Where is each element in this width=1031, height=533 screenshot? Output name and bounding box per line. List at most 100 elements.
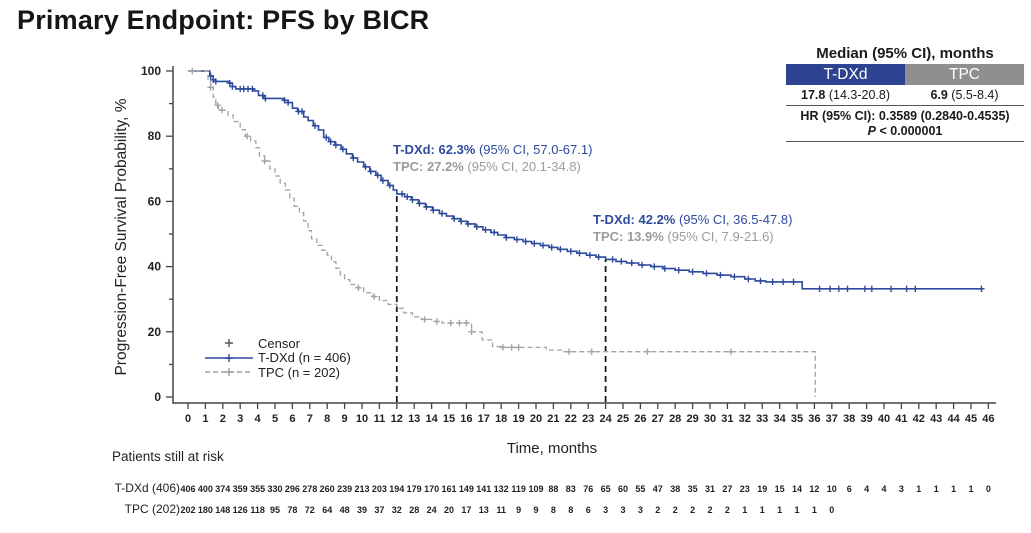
svg-text:203: 203 — [372, 484, 387, 494]
legend-label-tpc: TPC (n = 202) — [258, 364, 341, 380]
censor-plus-icon — [225, 339, 233, 348]
svg-text:46: 46 — [982, 413, 994, 425]
svg-text:14: 14 — [425, 413, 438, 425]
svg-text:3: 3 — [899, 484, 904, 494]
svg-text:330: 330 — [267, 484, 282, 494]
svg-text:19: 19 — [757, 484, 767, 494]
svg-text:34: 34 — [773, 413, 786, 425]
legend-item-censor: Censor — [203, 336, 351, 351]
svg-text:374: 374 — [215, 484, 230, 494]
svg-text:60: 60 — [148, 194, 162, 208]
svg-text:1: 1 — [916, 484, 921, 494]
svg-text:18: 18 — [495, 413, 507, 425]
svg-text:40: 40 — [148, 260, 162, 274]
svg-text:20: 20 — [444, 505, 454, 515]
svg-text:12: 12 — [809, 484, 819, 494]
svg-text:21: 21 — [547, 413, 559, 425]
svg-text:0: 0 — [185, 413, 191, 425]
svg-text:40: 40 — [878, 413, 890, 425]
svg-text:88: 88 — [548, 484, 558, 494]
svg-text:37: 37 — [374, 505, 384, 515]
svg-text:7: 7 — [307, 413, 313, 425]
stats-value-tpc: 6.9 (5.5-8.4) — [930, 88, 999, 102]
legend-item-tpc: TPC (n = 202) — [203, 365, 351, 380]
y-axis-label: Progression-Free Survival Probability, % — [113, 98, 130, 376]
at-risk-row-label-tpc: TPC (202) — [125, 502, 180, 516]
y-axis-ticks: 0 20 40 60 80 100 — [141, 64, 173, 404]
svg-text:170: 170 — [424, 484, 439, 494]
svg-text:179: 179 — [407, 484, 422, 494]
svg-text:2: 2 — [690, 505, 695, 515]
svg-text:11: 11 — [374, 413, 386, 425]
svg-text:148: 148 — [215, 505, 230, 515]
svg-text:76: 76 — [583, 484, 593, 494]
svg-text:10: 10 — [356, 413, 368, 425]
svg-text:260: 260 — [320, 484, 335, 494]
svg-text:37: 37 — [826, 413, 838, 425]
svg-text:1: 1 — [760, 505, 765, 515]
svg-text:80: 80 — [148, 129, 162, 143]
svg-text:141: 141 — [476, 484, 491, 494]
stats-col-tdxd: T-DXd — [786, 64, 905, 85]
svg-text:6: 6 — [847, 484, 852, 494]
svg-text:14: 14 — [792, 484, 802, 494]
annotation-12mo-tpc: TPC: 27.2% (95% CI, 20.1-34.8) — [393, 158, 581, 174]
svg-text:32: 32 — [392, 505, 402, 515]
svg-text:1: 1 — [934, 484, 939, 494]
svg-text:0: 0 — [154, 390, 161, 404]
svg-text:12: 12 — [391, 413, 403, 425]
svg-text:1: 1 — [742, 505, 747, 515]
svg-text:3: 3 — [237, 413, 243, 425]
stats-table-value-row: 17.8 (14.3-20.8) 6.9 (5.5-8.4) — [786, 85, 1024, 106]
svg-text:13: 13 — [408, 413, 420, 425]
svg-text:35: 35 — [791, 413, 803, 425]
svg-text:2: 2 — [655, 505, 660, 515]
svg-text:6: 6 — [586, 505, 591, 515]
svg-text:1: 1 — [812, 505, 817, 515]
axes — [172, 66, 996, 404]
svg-text:78: 78 — [287, 505, 297, 515]
svg-text:278: 278 — [302, 484, 317, 494]
svg-text:2: 2 — [220, 413, 226, 425]
series-tdxd — [188, 70, 985, 292]
svg-text:31: 31 — [721, 413, 733, 425]
svg-text:19: 19 — [512, 413, 524, 425]
svg-text:149: 149 — [459, 484, 474, 494]
svg-text:126: 126 — [233, 505, 248, 515]
annotation-12mo-tdxd: T-DXd: 62.3% (95% CI, 57.0-67.1) — [393, 142, 593, 157]
svg-text:3: 3 — [603, 505, 608, 515]
legend-label-tdxd: T-DXd (n = 406) — [258, 350, 351, 366]
svg-text:24: 24 — [599, 413, 612, 425]
svg-text:296: 296 — [285, 484, 300, 494]
svg-text:1: 1 — [794, 505, 799, 515]
svg-text:161: 161 — [441, 484, 456, 494]
svg-text:20: 20 — [148, 325, 162, 339]
stats-table-header: Median (95% CI), months — [816, 45, 994, 62]
svg-text:27: 27 — [652, 413, 664, 425]
svg-text:213: 213 — [354, 484, 369, 494]
svg-text:16: 16 — [460, 413, 472, 425]
svg-text:2: 2 — [725, 505, 730, 515]
svg-text:1: 1 — [951, 484, 956, 494]
tpc-line-sample-icon — [205, 368, 253, 377]
svg-text:83: 83 — [566, 484, 576, 494]
svg-text:17: 17 — [478, 413, 490, 425]
svg-text:6: 6 — [289, 413, 295, 425]
svg-text:0: 0 — [986, 484, 991, 494]
svg-text:44: 44 — [947, 413, 960, 425]
svg-text:3: 3 — [638, 505, 643, 515]
svg-text:8: 8 — [551, 505, 556, 515]
svg-text:28: 28 — [409, 505, 419, 515]
svg-text:10: 10 — [827, 484, 837, 494]
svg-text:20: 20 — [530, 413, 542, 425]
svg-text:239: 239 — [337, 484, 352, 494]
landmark-annotation-12mo: T-DXd: 62.3% (95% CI, 57.0-67.1) TPC: 27… — [393, 142, 592, 175]
svg-text:39: 39 — [860, 413, 872, 425]
svg-text:8: 8 — [324, 413, 330, 425]
svg-text:406: 406 — [180, 484, 195, 494]
svg-text:2: 2 — [673, 505, 678, 515]
svg-text:4: 4 — [881, 484, 886, 494]
x-axis-ticks: 0 1 2 3 4 5 6 7 8 9 10 11 12 13 14 15 16 17 18 19 20 21 22 23 24… — [185, 403, 995, 425]
stats-col-tpc: TPC — [905, 64, 1024, 85]
legend-item-tdxd: T-DXd (n = 406) — [203, 350, 351, 366]
